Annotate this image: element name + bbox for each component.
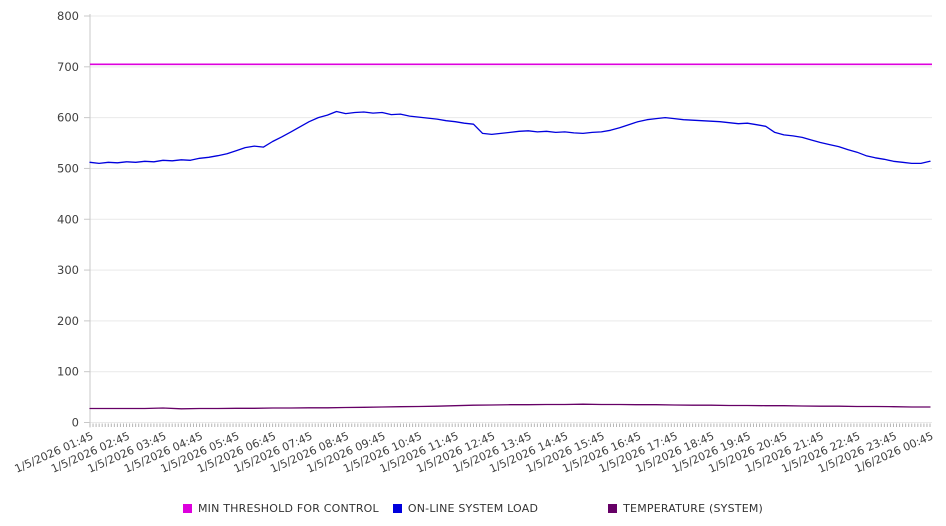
chart-legend: MIN THRESHOLD FOR CONTROL ON-LINE SYSTEM… [0, 502, 946, 515]
svg-text:400: 400 [57, 212, 79, 226]
svg-text:100: 100 [57, 365, 79, 379]
svg-text:200: 200 [57, 314, 79, 328]
legend-label-min-threshold: MIN THRESHOLD FOR CONTROL [197, 502, 379, 515]
svg-text:800: 800 [57, 9, 79, 23]
legend-swatch-magenta [182, 504, 192, 513]
svg-text:500: 500 [57, 161, 79, 175]
legend-item-temperature: TEMPERATURE (SYSTEM) [608, 502, 763, 515]
svg-text:700: 700 [57, 60, 79, 74]
legend-label-temperature: TEMPERATURE (SYSTEM) [623, 502, 764, 515]
legend-swatch-purple [608, 504, 618, 513]
legend-item-system-load: ON-LINE SYSTEM LOAD [392, 502, 539, 515]
legend-label-system-load: ON-LINE SYSTEM LOAD [407, 502, 539, 515]
svg-text:600: 600 [57, 111, 79, 125]
legend-swatch-blue [392, 504, 402, 513]
svg-text:0: 0 [72, 416, 79, 430]
svg-text:300: 300 [57, 263, 79, 277]
legend-item-min-threshold: MIN THRESHOLD FOR CONTROL [182, 502, 379, 515]
